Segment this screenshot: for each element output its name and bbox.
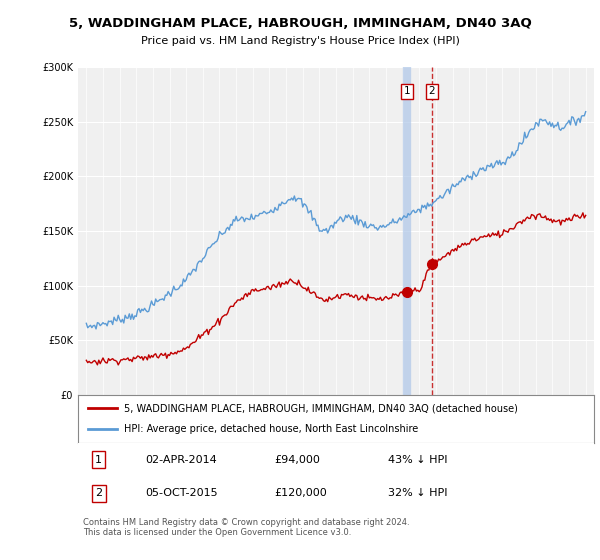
Text: 02-APR-2014: 02-APR-2014 <box>145 455 217 465</box>
Text: 43% ↓ HPI: 43% ↓ HPI <box>388 455 447 465</box>
Text: HPI: Average price, detached house, North East Lincolnshire: HPI: Average price, detached house, Nort… <box>124 424 419 435</box>
Text: 5, WADDINGHAM PLACE, HABROUGH, IMMINGHAM, DN40 3AQ: 5, WADDINGHAM PLACE, HABROUGH, IMMINGHAM… <box>68 17 532 30</box>
Text: 5, WADDINGHAM PLACE, HABROUGH, IMMINGHAM, DN40 3AQ (detached house): 5, WADDINGHAM PLACE, HABROUGH, IMMINGHAM… <box>124 403 518 413</box>
Text: £120,000: £120,000 <box>274 488 327 498</box>
Text: £94,000: £94,000 <box>274 455 320 465</box>
Text: Price paid vs. HM Land Registry's House Price Index (HPI): Price paid vs. HM Land Registry's House … <box>140 36 460 46</box>
Text: 1: 1 <box>403 86 410 96</box>
Text: 2: 2 <box>95 488 102 498</box>
Text: 32% ↓ HPI: 32% ↓ HPI <box>388 488 447 498</box>
Text: 2: 2 <box>428 86 435 96</box>
Text: 1: 1 <box>95 455 102 465</box>
Text: Contains HM Land Registry data © Crown copyright and database right 2024.
This d: Contains HM Land Registry data © Crown c… <box>83 518 410 538</box>
Text: 05-OCT-2015: 05-OCT-2015 <box>145 488 218 498</box>
